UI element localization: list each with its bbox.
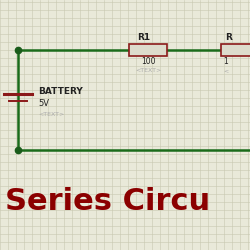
Bar: [129, 44, 167, 56]
Text: 5V: 5V: [38, 100, 49, 108]
Text: Series Circu: Series Circu: [5, 188, 210, 216]
Text: <TEXT>: <TEXT>: [38, 112, 64, 117]
Text: 100: 100: [141, 58, 155, 66]
Text: <TEXT>: <TEXT>: [135, 68, 161, 73]
Text: <: <: [223, 68, 228, 73]
Text: BATTERY: BATTERY: [38, 88, 83, 96]
Text: 1: 1: [223, 58, 228, 66]
Bar: [221, 44, 250, 56]
Text: R: R: [225, 32, 232, 42]
Text: R1: R1: [138, 32, 150, 42]
